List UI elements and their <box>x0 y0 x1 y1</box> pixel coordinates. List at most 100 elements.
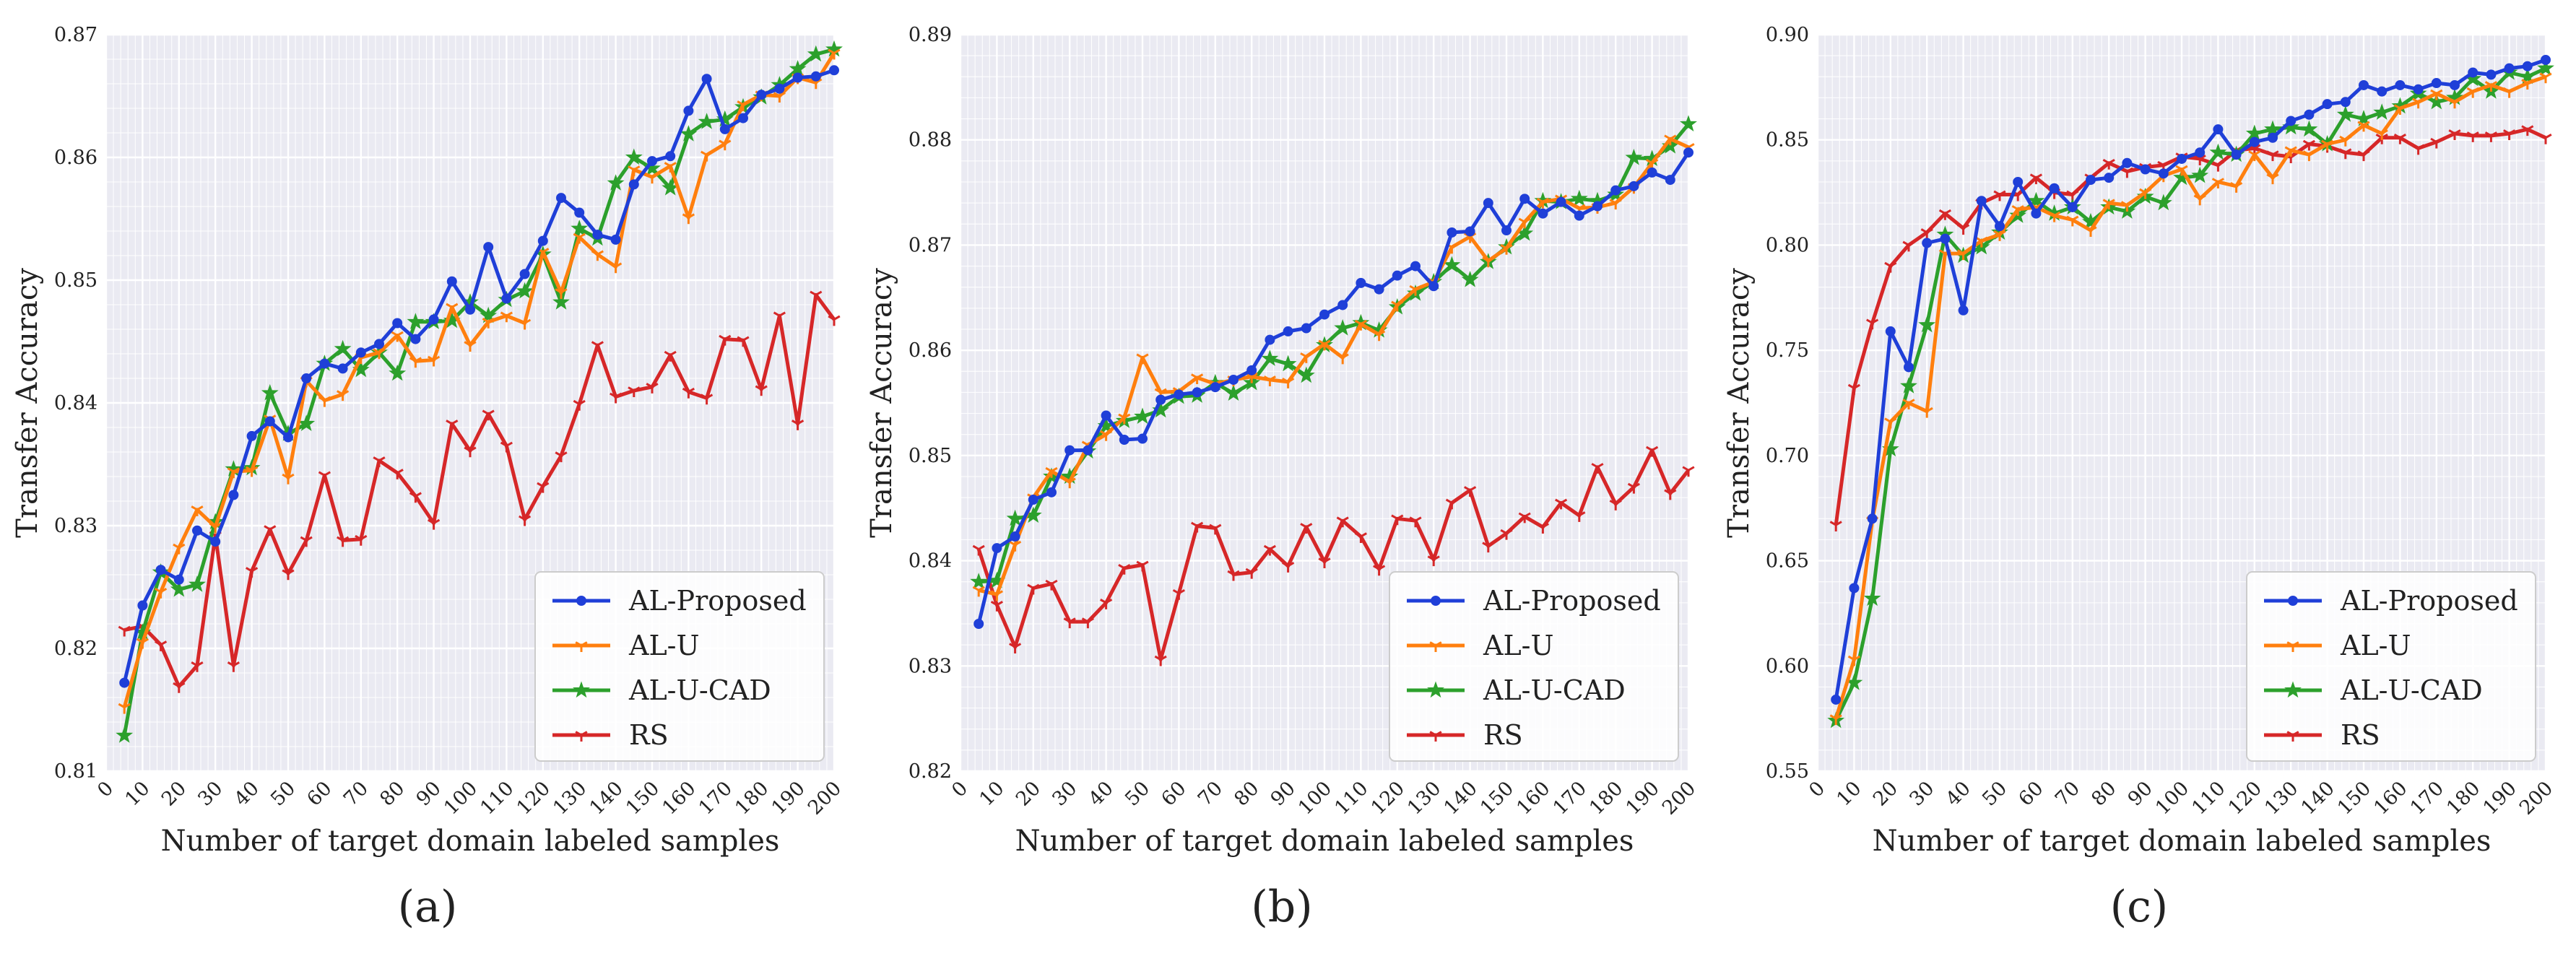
data-point <box>1045 466 1058 478</box>
x-tick-label: 160 <box>658 777 700 819</box>
y-tick-label: 0.86 <box>54 147 97 169</box>
x-axis-label: Number of target domain labeled samples <box>1873 825 2492 858</box>
data-point <box>1501 225 1512 236</box>
y-tick-label: 0.84 <box>908 550 952 573</box>
data-point <box>1918 316 1936 333</box>
data-point <box>519 515 532 526</box>
x-tick-label: 20 <box>1012 777 1045 810</box>
data-point <box>2302 150 2315 162</box>
series-line <box>123 292 836 689</box>
data-point <box>2209 143 2227 160</box>
data-point <box>1482 256 1495 268</box>
data-point <box>807 45 825 62</box>
data-point <box>646 173 659 184</box>
data-point <box>972 544 985 556</box>
data-point <box>828 315 841 326</box>
data-point <box>337 536 350 547</box>
data-point <box>2321 139 2334 151</box>
legend-marker <box>1429 641 1442 652</box>
data-point <box>428 314 439 325</box>
data-point <box>683 105 694 116</box>
data-point <box>1629 181 1639 191</box>
data-point <box>973 619 984 629</box>
series-line <box>978 136 1690 596</box>
data-point <box>1682 466 1695 477</box>
series-line <box>1834 58 2546 700</box>
data-point <box>188 575 206 592</box>
data-point <box>482 409 495 421</box>
legend-marker <box>1427 681 1444 698</box>
data-point <box>1610 185 1621 196</box>
data-point <box>2245 124 2263 142</box>
data-point <box>610 392 623 404</box>
data-point <box>2503 87 2516 98</box>
data-point <box>264 416 275 427</box>
x-tick-label: 30 <box>1905 777 1938 810</box>
y-axis-label: Transfer Accuracy <box>11 268 44 538</box>
data-point <box>1410 261 1421 271</box>
legend-label: AL-U <box>1483 630 1554 661</box>
x-tick-label: 30 <box>1048 777 1081 810</box>
panel-caption: (a) <box>398 882 458 932</box>
legend-label: RS <box>1483 719 1523 751</box>
data-point <box>155 565 166 575</box>
panel-caption: (b) <box>1251 882 1312 932</box>
data-point <box>1920 407 1933 418</box>
data-point <box>1225 384 1242 401</box>
x-tick-label: 90 <box>1267 777 1300 810</box>
y-tick-label: 0.60 <box>1766 655 1809 677</box>
legend: AL-Proposed AL-U AL-U-CAD RS <box>534 571 825 762</box>
x-tick-label: 50 <box>1121 777 1154 810</box>
x-tick-label: 150 <box>1476 777 1518 819</box>
legend-label: AL-U <box>2340 630 2411 661</box>
series-al-u <box>972 134 1695 601</box>
data-point <box>1354 319 1367 331</box>
data-point <box>1100 599 1113 609</box>
data-point <box>756 90 767 100</box>
chart-panel-1: 0.810.820.830.840.850.860.870 10 20 30 40 50 6… <box>11 24 846 932</box>
data-point <box>2011 205 2024 216</box>
x-tick-label: 10 <box>975 777 1008 810</box>
data-point <box>2266 173 2279 185</box>
legend-marker <box>2286 641 2299 652</box>
data-point <box>1664 489 1677 500</box>
x-tick-label: 70 <box>2051 777 2084 810</box>
data-point <box>1427 555 1440 567</box>
data-point <box>2412 97 2425 109</box>
legend-item: AL-Proposed <box>552 585 807 617</box>
data-point <box>391 469 404 479</box>
data-point <box>2359 79 2369 90</box>
data-point <box>1556 196 1566 207</box>
data-point <box>500 441 513 453</box>
data-point <box>810 71 821 82</box>
legend-box <box>534 571 825 762</box>
data-point <box>2031 208 2042 219</box>
x-tick-label: 160 <box>2369 777 2411 819</box>
data-point <box>571 220 589 236</box>
data-point <box>337 363 348 374</box>
data-point <box>1570 189 1588 207</box>
data-point <box>1261 349 1279 366</box>
data-point <box>1300 352 1313 363</box>
data-point <box>1680 115 1697 131</box>
data-point <box>719 123 730 134</box>
data-point <box>555 288 568 299</box>
data-point <box>1392 270 1402 281</box>
legend-item: AL-U <box>1407 630 1554 661</box>
data-point <box>680 125 698 142</box>
legend-item: AL-U-CAD <box>2264 674 2483 706</box>
data-point <box>2027 191 2045 209</box>
data-point <box>1009 540 1022 552</box>
x-tick-label: 180 <box>731 777 773 819</box>
data-point <box>1136 560 1149 572</box>
data-point <box>519 269 530 279</box>
data-point <box>573 399 586 411</box>
data-point <box>789 60 807 77</box>
series-rs <box>118 290 841 693</box>
y-tick-label: 0.55 <box>1766 760 1809 783</box>
data-point <box>2284 146 2297 157</box>
data-point <box>228 490 239 500</box>
y-tick-label: 0.82 <box>908 760 952 783</box>
data-point <box>227 467 240 479</box>
data-point <box>2195 147 2206 158</box>
